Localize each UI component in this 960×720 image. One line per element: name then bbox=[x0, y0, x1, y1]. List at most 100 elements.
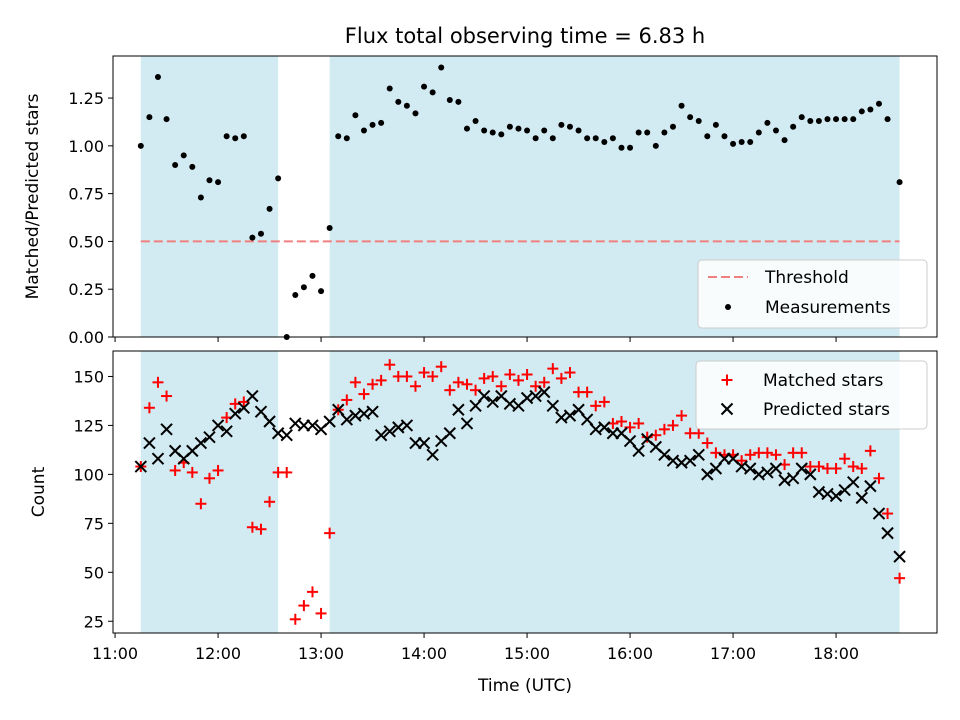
measurement-point bbox=[541, 127, 548, 134]
measurement-point bbox=[815, 117, 822, 124]
bottom-legend: Matched stars Predicted stars bbox=[695, 360, 928, 430]
measurement-point bbox=[318, 288, 325, 295]
measurement-point bbox=[206, 177, 213, 184]
cross-b bbox=[658, 448, 671, 461]
matched-star-point bbox=[143, 402, 155, 414]
measurement-point bbox=[721, 133, 728, 140]
cross-b bbox=[563, 409, 577, 422]
legend-measurement-swatch bbox=[725, 304, 731, 310]
predicted-star-point bbox=[306, 419, 319, 432]
cross-b bbox=[893, 550, 906, 563]
cross-b bbox=[194, 436, 208, 450]
cross-b bbox=[572, 403, 585, 416]
matched-star-point bbox=[409, 380, 421, 392]
matched-star-point bbox=[186, 466, 198, 478]
matched-star-point bbox=[564, 367, 576, 379]
measurement-point bbox=[266, 205, 273, 212]
measurement-point bbox=[858, 108, 865, 115]
predicted-star-point bbox=[658, 448, 671, 461]
y-tick-label: 0.25 bbox=[68, 280, 104, 299]
matched-star-point bbox=[547, 363, 559, 375]
matched-star-point bbox=[856, 463, 868, 474]
cross-b bbox=[220, 425, 233, 438]
predicted-star-point bbox=[417, 436, 431, 450]
matched-star-point bbox=[324, 527, 336, 539]
bottom-x-axis-label: Time (UTC) bbox=[477, 676, 572, 696]
bottom-panel: 25 50 75 100 125 150 11:00 12:00 13:00 14:00 15:0… bbox=[29, 350, 938, 696]
matched-star-point bbox=[478, 372, 490, 384]
measurement-point bbox=[172, 161, 179, 168]
measurement-point bbox=[438, 64, 445, 71]
cross-b bbox=[486, 395, 499, 409]
matched-star-point bbox=[367, 378, 379, 390]
cross-b bbox=[761, 466, 774, 479]
cross-b bbox=[263, 415, 276, 428]
measurement-point bbox=[575, 127, 582, 134]
matched-star-point bbox=[444, 384, 456, 396]
measurement-point bbox=[378, 119, 385, 126]
measurement-point bbox=[515, 125, 522, 132]
cross-b bbox=[641, 432, 654, 446]
y-tick-label: 125 bbox=[73, 416, 104, 435]
cross-b bbox=[211, 419, 225, 432]
top-panel: 0.00 0.25 0.50 0.75 1.00 1.25 Matched/Predict… bbox=[23, 55, 938, 347]
measurement-point bbox=[506, 123, 513, 130]
y-tick-label: 25 bbox=[84, 612, 104, 631]
legend-measurement-label: Measurements bbox=[765, 298, 891, 318]
legend-matched-label: Matched stars bbox=[763, 371, 883, 391]
predicted-star-point bbox=[769, 462, 783, 475]
predicted-star-point bbox=[855, 491, 869, 505]
y-tick-label: 150 bbox=[73, 367, 104, 386]
predicted-star-point bbox=[143, 436, 156, 450]
cross-b bbox=[443, 427, 457, 440]
predicted-star-point bbox=[211, 419, 225, 432]
matched-star-point bbox=[521, 369, 533, 380]
measurement-point bbox=[223, 133, 230, 140]
predicted-star-point bbox=[400, 419, 414, 432]
predicted-star-point bbox=[804, 468, 817, 481]
cross-b bbox=[864, 479, 877, 493]
matched-star-point bbox=[152, 376, 164, 388]
matched-star-point bbox=[813, 461, 825, 473]
measurement-point bbox=[395, 98, 402, 105]
cross-b bbox=[538, 385, 551, 399]
cross-b bbox=[477, 389, 491, 403]
y-tick-label: 100 bbox=[73, 465, 104, 484]
matched-star-point bbox=[847, 461, 859, 473]
measurement-points bbox=[137, 64, 903, 340]
count-points bbox=[134, 359, 906, 625]
predicted-star-point bbox=[872, 507, 886, 520]
measurement-point bbox=[249, 234, 256, 241]
measurement-point bbox=[635, 129, 642, 136]
predicted-star-point bbox=[529, 389, 542, 403]
matched-star-point bbox=[255, 523, 267, 535]
predicted-star-point bbox=[632, 444, 645, 458]
cross-b bbox=[246, 389, 259, 403]
cross-b bbox=[520, 391, 534, 405]
matched-star-point bbox=[504, 369, 516, 380]
x-tick-label: 14:00 bbox=[401, 644, 447, 663]
cross-b bbox=[580, 413, 594, 426]
cross-b bbox=[598, 421, 611, 434]
x-tick-label: 18:00 bbox=[813, 644, 859, 663]
y-tick-label: 1.25 bbox=[68, 89, 104, 108]
cross-b bbox=[855, 491, 869, 505]
predicted-star-point bbox=[598, 421, 611, 434]
cross-b bbox=[529, 389, 542, 403]
measurement-point bbox=[429, 89, 436, 96]
measurement-point bbox=[481, 127, 488, 134]
cross-b bbox=[495, 389, 508, 403]
matched-star-point bbox=[658, 423, 670, 435]
measurement-point bbox=[841, 116, 848, 123]
cross-b bbox=[649, 440, 663, 454]
cross-b bbox=[881, 526, 894, 540]
matched-star-point bbox=[736, 455, 748, 467]
bottom-y-axis-label: Count bbox=[29, 466, 49, 517]
predicted-star-point bbox=[263, 415, 276, 428]
matched-star-point bbox=[375, 374, 387, 386]
matched-star-point bbox=[349, 376, 361, 388]
legend-matched-swatch bbox=[721, 374, 733, 386]
predicted-star-point bbox=[460, 417, 474, 430]
measurement-point bbox=[807, 117, 814, 124]
predicted-star-point bbox=[864, 479, 877, 493]
